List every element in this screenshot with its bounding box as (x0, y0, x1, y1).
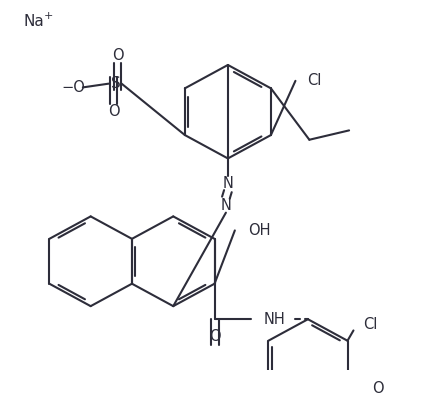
Text: O: O (372, 381, 384, 394)
Text: S: S (111, 76, 121, 91)
Text: O: O (108, 104, 119, 119)
Text: +: + (44, 11, 54, 21)
Text: N: N (220, 198, 231, 213)
Text: NH: NH (263, 312, 285, 327)
Text: O: O (112, 48, 123, 63)
Text: −O: −O (61, 80, 85, 95)
Text: Cl: Cl (307, 73, 322, 88)
Text: Cl: Cl (363, 317, 378, 333)
Text: OH: OH (248, 223, 270, 238)
Text: Na: Na (23, 15, 44, 30)
Text: N: N (222, 176, 233, 191)
Text: O: O (209, 329, 220, 344)
